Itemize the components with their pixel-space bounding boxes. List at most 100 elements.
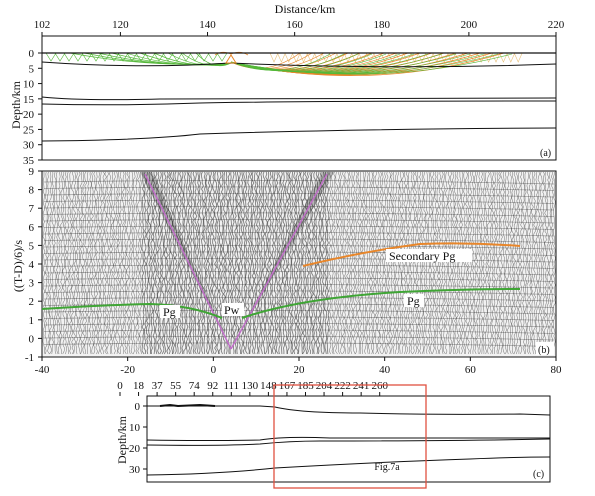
seismic-trace [528, 171, 532, 355]
seismic-trace [467, 171, 470, 355]
seismic-trace [200, 171, 204, 355]
seismic-trace [79, 171, 83, 355]
secondary-pg-label-bg [386, 249, 472, 262]
distance-tick-label: 74 [189, 380, 201, 392]
seismic-trace [225, 171, 229, 355]
ray-path [314, 52, 323, 63]
seismic-trace [47, 171, 50, 355]
seismic-trace [258, 171, 262, 355]
seismic-event [43, 316, 555, 321]
seismic-trace [297, 171, 301, 355]
panel-c-label: (c) [533, 469, 544, 480]
seismic-trace [268, 171, 273, 355]
seismic-trace [148, 171, 152, 355]
seismic-trace [542, 171, 545, 355]
distance-tick-label: 120 [112, 19, 129, 31]
panel-a-label: (a) [540, 148, 551, 159]
seismic-trace [471, 171, 475, 355]
seismic-trace [235, 171, 240, 355]
seismic-trace [244, 171, 248, 355]
seismic-trace [161, 171, 165, 355]
seismic-event [43, 310, 555, 315]
seismic-trace [126, 171, 129, 355]
pg-right-label-bg [404, 294, 424, 307]
pw-label-bg [222, 303, 244, 316]
panel-c-interface-1 [147, 405, 551, 416]
time-tick-label: 1 [29, 315, 35, 327]
seismic-trace [273, 171, 277, 355]
pw-label: Pw [224, 303, 240, 317]
seismic-trace [203, 171, 207, 355]
ray-path [195, 52, 232, 66]
seismic-trace [469, 171, 473, 355]
seismic-event [43, 342, 555, 347]
seismic-trace [405, 171, 409, 355]
distance-tick-label: 148 [260, 380, 277, 392]
seismic-trace [385, 171, 389, 355]
seismic-trace [377, 171, 380, 355]
seismic-trace [132, 171, 136, 355]
seismic-trace [473, 171, 477, 355]
seismic-trace [66, 171, 70, 355]
seismic-trace [493, 171, 497, 355]
seismic-trace [176, 171, 180, 355]
seismic-trace [304, 171, 308, 354]
seismic-trace [407, 171, 411, 355]
depth-tick-label: 20 [23, 109, 35, 121]
seismic-trace [77, 171, 81, 355]
time-tick-label: 8 [29, 185, 35, 197]
seismic-trace [412, 171, 415, 355]
seismic-trace [220, 171, 224, 355]
ray-path [216, 52, 228, 62]
depth-tick-label: 5 [29, 63, 35, 75]
seismic-trace [165, 171, 169, 355]
pw-pick-left [144, 173, 232, 350]
time-tick-label: 4 [29, 259, 35, 271]
interface-1 [41, 61, 557, 68]
seismic-trace [387, 171, 391, 355]
seismic-event [43, 277, 555, 282]
depth-tick-label: 10 [129, 422, 141, 434]
seismic-trace [75, 171, 79, 355]
seismic-trace [535, 171, 539, 355]
ray-path [284, 52, 294, 63]
seismic-trace [513, 171, 517, 355]
ray-path [417, 52, 427, 63]
ray-path [402, 52, 412, 63]
depth-axis-label-c: Depth/km [115, 415, 129, 464]
seismic-trace [130, 171, 134, 355]
seismic-event [43, 199, 555, 204]
seismic-trace [458, 171, 462, 355]
seismic-trace [187, 171, 191, 355]
time-tick-label: 9 [29, 166, 35, 178]
panel-c-interface-2 [146, 436, 550, 441]
time-tick-label: 7 [29, 203, 35, 215]
seismic-event [43, 284, 555, 289]
seismic-trace [306, 171, 310, 355]
seismic-trace [117, 171, 121, 355]
seismic-trace [321, 171, 325, 355]
seismic-event [43, 323, 555, 328]
seismic-trace [359, 171, 363, 355]
seismic-trace [520, 171, 523, 355]
seismic-trace [440, 171, 444, 355]
seismic-trace [341, 171, 345, 355]
seismic-trace [194, 171, 198, 355]
depth-tick-label: 30 [129, 464, 141, 476]
fig7a-box-label: Fig.7a [374, 462, 400, 473]
seismic-trace [295, 171, 299, 355]
seismic-trace [222, 172, 227, 355]
seismic-trace [183, 171, 187, 355]
seismic-trace [522, 171, 525, 355]
seismic-trace [262, 171, 266, 355]
pg-left-label-bg [160, 305, 180, 318]
seismic-trace [275, 171, 279, 355]
depth-tick-label: 10 [23, 79, 35, 91]
seismic-trace [227, 171, 231, 355]
seismic-trace [145, 171, 149, 355]
offset-tick-label: 20 [294, 364, 306, 376]
pg-pick-right [241, 288, 521, 319]
seismic-trace [443, 171, 446, 355]
ray-path [198, 52, 210, 62]
